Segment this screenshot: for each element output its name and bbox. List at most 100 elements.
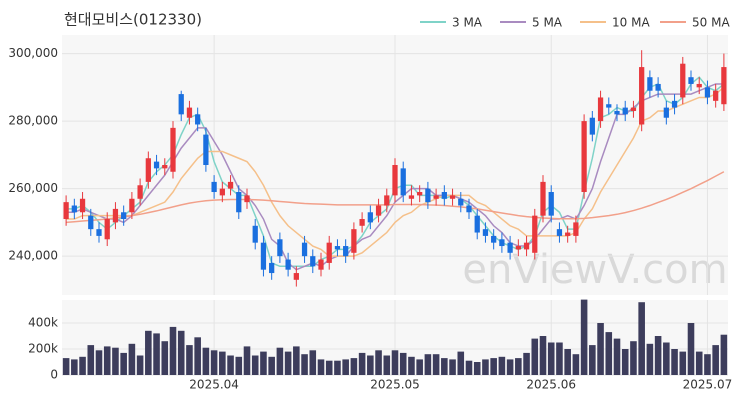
volume-bar [87,345,95,375]
candle-body [137,185,143,199]
candle-body [359,219,365,226]
volume-bar [202,347,210,375]
candle-body [195,114,201,125]
volume-bar [79,356,86,375]
candle-body [178,94,184,115]
candle-body [96,229,102,236]
candle-body [112,208,119,223]
volume-bar [630,341,637,375]
volume-bar [383,355,391,375]
volume-bar [95,350,103,375]
candle-body [384,195,390,206]
volume-bar [276,347,284,375]
volume-bar [194,337,201,375]
candle-body [540,181,546,216]
candle-body [507,242,513,253]
volume-bar [408,356,415,375]
x-tick-label: 2025.04 [189,378,239,392]
volume-bar [556,342,563,375]
candle-body [285,259,291,270]
candle-body [589,117,595,135]
x-tick-label: 2025.07 [683,378,733,392]
x-tick-label: 2025.06 [526,378,576,392]
volume-tick-label: 0 [50,368,58,382]
volume-bar [334,360,341,375]
volume-bar [112,347,119,375]
candle-body [417,192,423,196]
legend-label: 10 MA [612,16,650,30]
volume-bar [153,333,160,375]
volume-bar [293,346,300,375]
volume-tick-label: 400k [28,316,58,330]
volume-bar [399,352,407,375]
candle-body [375,205,382,216]
candle-body [449,195,456,199]
candle-body [367,212,373,223]
candle-body [565,232,571,236]
volume-bar [243,346,251,375]
candle-body [630,107,637,111]
candle-body [622,107,628,115]
chart-title: 현대모비스(012330) [64,11,202,29]
candle-body [466,205,472,213]
candle-body [79,198,86,213]
volume-bar [547,342,555,375]
volume-bar [498,356,506,375]
volume-bar [720,334,728,375]
candle-body [260,242,267,270]
candle-body [203,134,209,165]
volume-bar [605,332,613,375]
volume-bar [441,358,448,375]
candle-body [408,195,415,199]
candle-body [301,242,308,257]
volume-bar [120,352,127,375]
candle-body [334,246,341,250]
candle-body [523,242,530,250]
candle-body [293,273,299,280]
candle-body [474,215,480,233]
candle-body [671,100,678,108]
candle-body [499,239,505,247]
volume-bar [367,355,374,375]
volume-bar [473,362,481,375]
volume-bar [309,350,317,375]
volume-bar [317,359,325,375]
legend-label: 5 MA [532,16,563,30]
candle-body [88,215,94,230]
candle-body [532,215,538,253]
candle-body [548,192,554,216]
volume-bar [671,349,678,375]
candle-body [277,239,283,257]
candle-body [63,202,69,220]
candle-body [647,77,653,91]
candle-body [326,242,332,263]
candle-body [482,229,489,236]
volume-bar [177,330,185,375]
candle-body [153,161,160,169]
volume-bar [375,350,382,375]
y-tick-label: 280,000 [8,114,58,128]
candle-body [639,67,645,125]
legend-label: 3 MA [452,16,483,30]
candle-body [581,121,587,193]
candle-body [655,83,661,91]
candle-body [244,195,250,203]
candle-body [433,195,439,199]
candle-body [515,246,521,250]
candle-body [71,205,77,213]
candle-body [663,107,669,118]
candle-body [211,181,217,193]
candle-body [343,246,349,257]
ma-line [66,171,725,224]
candle-body [129,198,135,213]
watermark: enViewV.com [462,247,727,293]
volume-bar [679,351,687,375]
candle-body [704,87,711,98]
candle-body [680,63,686,98]
candle-body [145,158,151,182]
candle-body [219,188,225,196]
volume-bar [580,299,588,375]
candle-body [400,168,406,196]
volume-bar [695,351,703,375]
